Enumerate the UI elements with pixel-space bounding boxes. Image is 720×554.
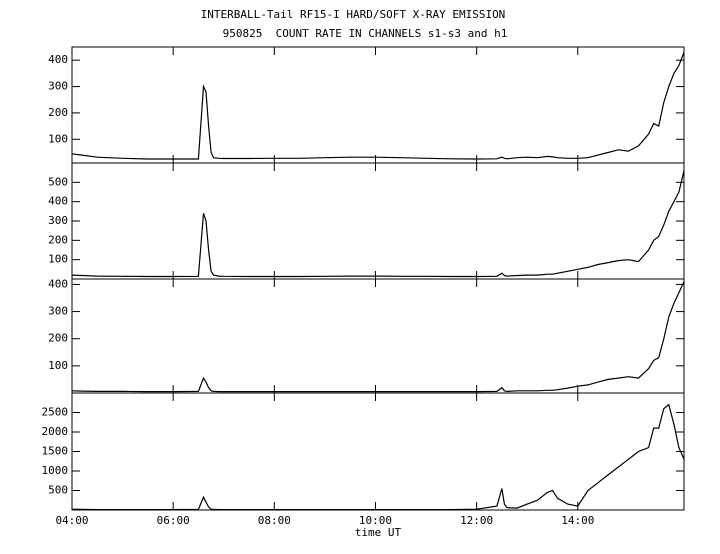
y-tick-label: 1500 xyxy=(42,445,69,458)
y-tick-label: 300 xyxy=(48,80,68,93)
panel-frame xyxy=(71,162,685,280)
x-tick-label: 04:00 xyxy=(55,514,88,527)
data-line xyxy=(71,403,685,511)
y-tick-label: 200 xyxy=(48,106,68,119)
chart-subtitle: 950825 COUNT RATE IN CHANNELS s1-s3 and … xyxy=(223,27,508,40)
panel-frame xyxy=(71,392,685,511)
y-tick-label: 400 xyxy=(48,53,68,66)
x-tick-label: 12:00 xyxy=(460,514,493,527)
x-axis-label: time UT xyxy=(355,526,402,539)
y-tick-label: 500 xyxy=(48,484,68,497)
y-tick-label: 2000 xyxy=(42,425,69,438)
y-tick-label: 100 xyxy=(48,132,68,145)
y-tick-label: 300 xyxy=(48,214,68,227)
x-tick-label: 14:00 xyxy=(561,514,594,527)
panel-frame xyxy=(71,46,685,164)
y-tick-label: 200 xyxy=(48,332,68,345)
panel-frame xyxy=(71,278,685,394)
y-tick-label: 1000 xyxy=(42,464,69,477)
y-tick-label: 400 xyxy=(48,277,68,290)
y-tick-label: 400 xyxy=(48,195,68,208)
y-tick-label: 100 xyxy=(48,359,68,372)
y-tick-label: 300 xyxy=(48,305,68,318)
y-tick-label: 200 xyxy=(48,233,68,246)
y-tick-label: 2500 xyxy=(42,406,69,419)
data-line xyxy=(71,281,685,393)
x-tick-label: 06:00 xyxy=(157,514,190,527)
y-tick-label: 500 xyxy=(48,175,68,188)
x-tick-label: 08:00 xyxy=(258,514,291,527)
y-tick-label: 100 xyxy=(48,253,68,266)
data-line xyxy=(71,170,685,278)
x-tick-label: 10:00 xyxy=(359,514,392,527)
data-line xyxy=(71,52,685,160)
chart-title: INTERBALL-Tail RF15-I HARD/SOFT X-RAY EM… xyxy=(201,8,506,21)
